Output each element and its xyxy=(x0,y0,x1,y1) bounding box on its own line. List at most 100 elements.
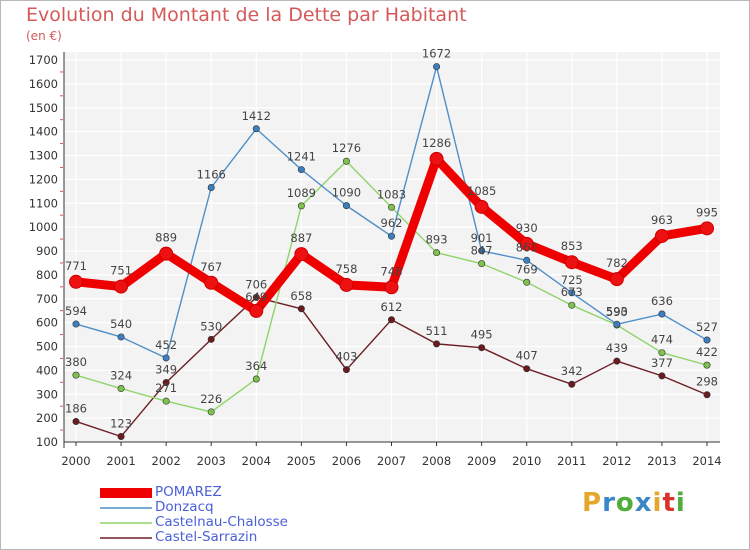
data-point xyxy=(523,256,531,264)
x-tick-label: 2006 xyxy=(332,454,361,468)
data-point xyxy=(162,354,170,362)
data-label: 511 xyxy=(426,324,448,338)
data-point xyxy=(294,247,309,262)
data-point xyxy=(117,385,125,393)
data-label: 226 xyxy=(200,392,222,406)
data-point xyxy=(700,221,714,236)
data-point xyxy=(117,333,125,341)
data-label: 298 xyxy=(696,375,718,389)
data-label: 758 xyxy=(335,262,357,276)
y-tick-label: 100 xyxy=(36,435,58,449)
data-label: 1672 xyxy=(422,47,451,61)
logo-letter: o xyxy=(615,488,635,518)
data-label: 636 xyxy=(651,294,673,308)
data-label: 380 xyxy=(65,355,87,369)
x-tick-label: 2009 xyxy=(467,454,496,468)
data-point xyxy=(478,260,486,268)
data-point xyxy=(523,365,531,373)
data-point xyxy=(568,380,576,388)
y-tick-label: 1000 xyxy=(29,220,58,234)
data-label: 324 xyxy=(110,369,132,383)
data-label: 782 xyxy=(606,256,628,270)
data-label: 1276 xyxy=(332,141,361,155)
x-tick-label: 2002 xyxy=(152,454,181,468)
y-tick-label: 500 xyxy=(36,340,58,354)
x-tick-label: 2003 xyxy=(197,454,226,468)
data-point xyxy=(433,249,441,257)
data-label: 377 xyxy=(651,356,673,370)
x-tick-label: 2007 xyxy=(377,454,406,468)
data-point xyxy=(249,303,264,318)
data-point xyxy=(658,372,666,380)
data-point xyxy=(72,371,80,379)
data-label: 962 xyxy=(381,216,403,230)
data-label: 901 xyxy=(471,231,493,245)
data-label: 706 xyxy=(245,277,267,291)
data-label: 748 xyxy=(381,264,403,278)
data-label: 364 xyxy=(245,359,267,373)
proxiti-logo: Proxiti xyxy=(582,488,686,518)
data-point xyxy=(387,203,395,211)
y-tick-label: 900 xyxy=(36,244,58,258)
data-point xyxy=(519,236,534,251)
logo-letter: r xyxy=(602,488,616,518)
data-point xyxy=(384,280,399,295)
data-point xyxy=(703,336,711,344)
y-tick-label: 1200 xyxy=(29,172,58,186)
data-label: 995 xyxy=(696,205,718,219)
data-label: 1241 xyxy=(287,150,316,164)
y-tick-label: 200 xyxy=(36,411,58,425)
y-tick-label: 600 xyxy=(36,316,58,330)
data-label: 930 xyxy=(516,221,538,235)
data-point xyxy=(609,272,624,287)
data-point xyxy=(114,279,129,294)
data-point xyxy=(207,408,215,416)
data-label: 123 xyxy=(110,417,132,431)
data-label: 407 xyxy=(516,349,538,363)
data-label: 452 xyxy=(155,338,177,352)
data-label: 847 xyxy=(471,244,493,258)
data-point xyxy=(613,320,621,328)
data-point xyxy=(387,316,395,324)
data-label: 594 xyxy=(65,304,87,318)
data-label: 1090 xyxy=(332,186,361,200)
data-point xyxy=(204,275,219,290)
data-label: 889 xyxy=(155,231,177,245)
x-tick-label: 2013 xyxy=(647,454,676,468)
data-label: 495 xyxy=(471,328,493,342)
data-label: 590 xyxy=(606,305,628,319)
y-tick-label: 1100 xyxy=(29,196,58,210)
data-point xyxy=(252,293,260,301)
data-point xyxy=(342,366,350,374)
data-point xyxy=(564,255,579,270)
data-point xyxy=(387,232,395,240)
data-label: 593 xyxy=(606,304,628,318)
data-point xyxy=(474,199,489,214)
y-tick-label: 1400 xyxy=(29,125,58,139)
data-point xyxy=(433,63,441,71)
data-point xyxy=(342,202,350,210)
data-label: 963 xyxy=(651,213,673,227)
data-point xyxy=(613,357,621,365)
data-label: 474 xyxy=(651,333,673,347)
data-label: 422 xyxy=(696,345,718,359)
x-tick-label: 2008 xyxy=(422,454,451,468)
data-label: 1083 xyxy=(377,187,406,201)
y-tick-label: 400 xyxy=(36,363,58,377)
x-tick-label: 2001 xyxy=(106,454,135,468)
y-tick-label: 1300 xyxy=(29,149,58,163)
data-point xyxy=(162,397,170,405)
data-point xyxy=(523,278,531,286)
data-point xyxy=(654,228,669,243)
data-point xyxy=(162,379,170,387)
y-tick-label: 800 xyxy=(36,268,58,282)
data-label: 1089 xyxy=(287,186,316,200)
data-label: 1286 xyxy=(422,136,451,150)
logo-letter: x xyxy=(634,488,653,518)
x-tick-label: 2000 xyxy=(61,454,90,468)
logo-letter: i xyxy=(652,488,663,518)
data-label: 186 xyxy=(65,401,87,415)
data-point xyxy=(297,202,305,210)
data-point xyxy=(342,157,350,165)
data-label: 771 xyxy=(65,259,87,273)
